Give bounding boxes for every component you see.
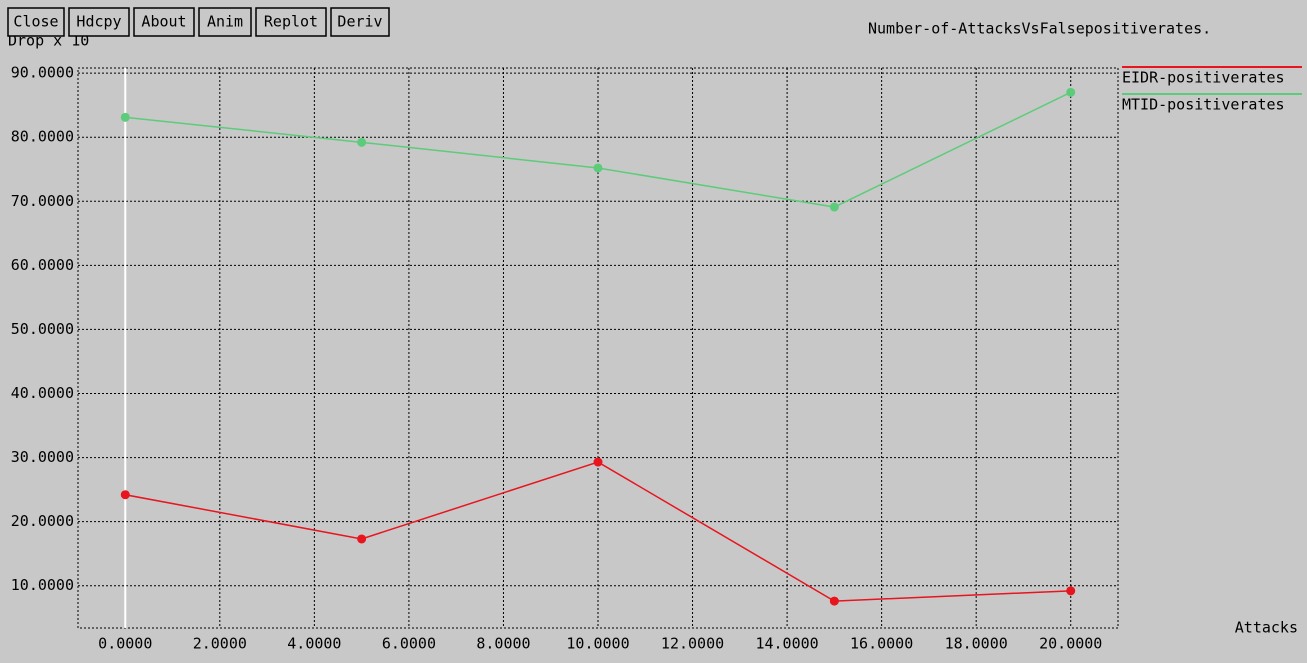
y-tick-label: 10.0000 [11,576,74,594]
legend-label: EIDR-positiverates [1122,69,1285,87]
x-tick-label: 12.0000 [661,635,724,653]
y-tick-label: 80.0000 [11,128,74,146]
toolbar-button[interactable]: Hdcpy [68,7,130,37]
chart-title: Number-of-AttacksVsFalsepositiverates. [868,20,1211,38]
data-point [120,490,130,500]
toolbar-button[interactable]: Anim [198,7,252,37]
x-tick-label: 14.0000 [755,635,818,653]
data-point [1066,87,1076,97]
button-label[interactable]: Hdcpy [76,13,121,31]
y-tick-label: 50.0000 [11,320,74,338]
data-point [593,163,603,173]
button-label[interactable]: Replot [264,13,318,31]
y-tick-label: 40.0000 [11,384,74,402]
x-tick-label: 8.0000 [476,635,530,653]
legend-label: MTID-positiverates [1122,96,1285,114]
x-tick-label: 6.0000 [382,635,436,653]
x-axis-label: Attacks [1235,619,1298,637]
toolbar-button[interactable]: Replot [255,7,327,37]
button-frame[interactable] [133,7,195,37]
data-point [357,137,367,147]
x-tick-label: 18.0000 [945,635,1008,653]
data-point [593,457,603,467]
y-tick-label: 30.0000 [11,448,74,466]
x-tick-label: 10.0000 [566,635,629,653]
data-point [357,534,367,544]
x-tick-label: 2.0000 [193,635,247,653]
button-frame[interactable] [330,7,390,37]
x-tick-label: 16.0000 [850,635,913,653]
data-point [120,112,130,122]
y-tick-label: 60.0000 [11,256,74,274]
button-label[interactable]: Deriv [337,13,382,31]
data-point [829,202,839,212]
y-tick-label: 90.0000 [11,64,74,82]
button-label[interactable]: Close [13,13,58,31]
x-tick-label: 0.0000 [98,635,152,653]
toolbar-button[interactable]: About [133,7,195,37]
toolbar-button[interactable]: Close [7,7,65,37]
button-frame[interactable] [198,7,252,37]
data-point [829,596,839,606]
data-point [1066,586,1076,596]
x-tick-label: 20.0000 [1039,635,1102,653]
button-label[interactable]: Anim [207,13,243,31]
toolbar-button[interactable]: Deriv [330,7,390,37]
button-frame[interactable] [68,7,130,37]
x-tick-label: 4.0000 [287,635,341,653]
y-tick-label: 70.0000 [11,192,74,210]
button-label[interactable]: About [141,13,186,31]
button-frame[interactable] [7,7,65,37]
y-tick-label: 20.0000 [11,512,74,530]
button-frame[interactable] [255,7,327,37]
